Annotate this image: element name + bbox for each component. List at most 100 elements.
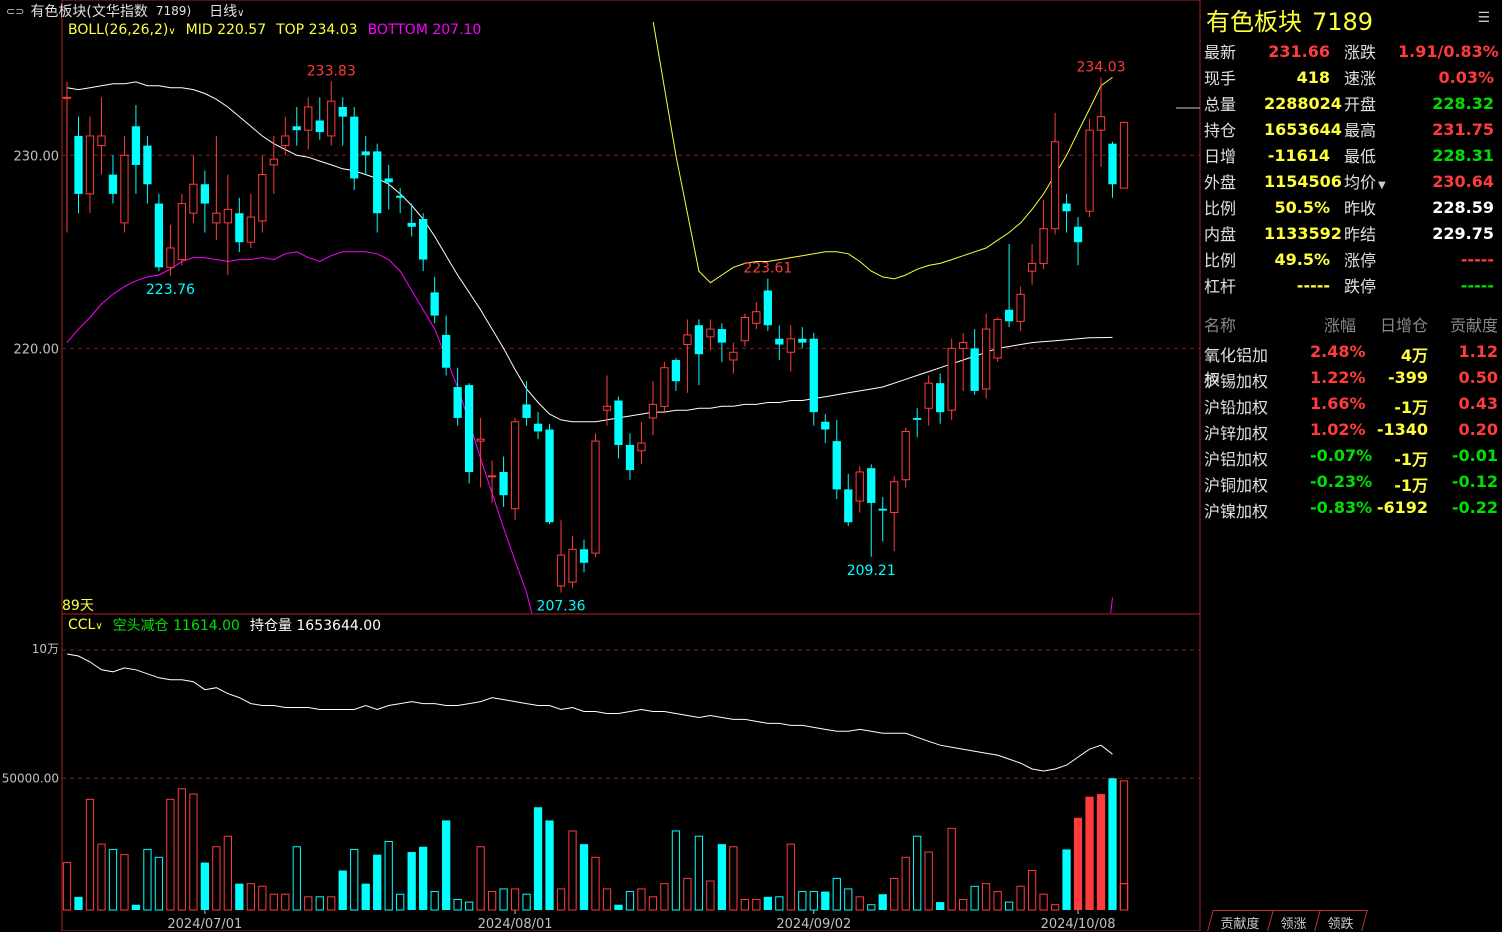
contrib-chg: -0.07% bbox=[1310, 446, 1373, 465]
volume-bar bbox=[120, 854, 129, 911]
contrib-header[interactable]: 涨幅 bbox=[1323, 316, 1356, 335]
candle-body bbox=[361, 151, 370, 156]
quote-value: 229.75 bbox=[1432, 223, 1494, 243]
tab-leading-losers[interactable]: 领跌 bbox=[1314, 910, 1368, 932]
contrib-row[interactable]: 沪锡加权 1.22% -399 0.50 bbox=[1202, 368, 1502, 394]
candle-body bbox=[396, 195, 405, 198]
candle-body bbox=[878, 508, 887, 511]
contrib-row[interactable]: 沪铜加权 -0.23% -1万 -0.12 bbox=[1202, 472, 1502, 498]
indicator-name[interactable]: BOLL(26,26,2)∨ bbox=[68, 22, 176, 38]
contrib-row[interactable]: 沪镍加权 -0.83% -6192 -0.22 bbox=[1202, 498, 1502, 524]
candle-body bbox=[246, 216, 255, 243]
volume-bar bbox=[637, 888, 646, 911]
quote-row: 均价 ▼ 230.64 bbox=[1344, 168, 1494, 194]
volume-bar bbox=[1027, 869, 1037, 911]
volume-bar bbox=[212, 846, 221, 911]
contrib-oi: -1万 bbox=[1394, 476, 1428, 495]
contrib-header[interactable]: 名称 bbox=[1204, 316, 1237, 335]
volume-bar bbox=[775, 896, 784, 911]
quote-value: 228.32 bbox=[1432, 93, 1494, 113]
contrib-chg: 2.48% bbox=[1310, 342, 1366, 361]
quote-row: 涨跌 1.91/0.83% bbox=[1344, 38, 1499, 64]
contrib-header[interactable]: 日增仓 bbox=[1379, 316, 1428, 335]
x-tick-label: 2024/09/02 bbox=[776, 917, 851, 931]
volume-bar bbox=[131, 904, 141, 910]
menu-icon[interactable]: ☰ bbox=[1477, 10, 1490, 26]
volume-bar bbox=[464, 901, 474, 911]
volume-bar bbox=[786, 843, 795, 911]
candle-body bbox=[487, 475, 497, 478]
volume-bar bbox=[281, 893, 290, 911]
volume-bar bbox=[499, 888, 508, 911]
candle-body bbox=[729, 351, 738, 361]
chart-header: ⊂⊃ 有色板块(文华指数 7189) 日线∨ bbox=[0, 0, 244, 22]
instrument-title: 有色板块(文华指数 bbox=[30, 4, 148, 20]
quote-value: 0.03% bbox=[1438, 67, 1494, 87]
volume-bar bbox=[901, 856, 910, 911]
candle-body bbox=[545, 429, 554, 523]
contrib-chg: 1.66% bbox=[1310, 394, 1366, 413]
quote-value: ----- bbox=[1296, 275, 1330, 295]
candle-body bbox=[832, 441, 841, 490]
contrib-name: 氧化铝加权 bbox=[1204, 346, 1269, 389]
period-selector[interactable]: 日线∨ bbox=[209, 4, 245, 20]
volume-bar bbox=[809, 891, 818, 911]
quote-value: 230.64 bbox=[1432, 171, 1494, 191]
candle-body bbox=[510, 421, 520, 510]
contrib-row[interactable]: 沪铝加权 -0.07% -1万 -0.01 bbox=[1202, 446, 1502, 472]
panel-tabs: 贡献度 领涨 领跌 bbox=[1207, 910, 1368, 932]
contrib-row[interactable]: 氧化铝加权 2.48% 4万 1.12 bbox=[1202, 342, 1502, 389]
quote-label: 日增 bbox=[1204, 147, 1237, 166]
contrib-name: 沪锡加权 bbox=[1204, 372, 1269, 391]
contrib-row[interactable]: 沪锌加权 1.02% -1340 0.20 bbox=[1202, 420, 1502, 446]
volume-bar bbox=[384, 841, 393, 911]
candle-body bbox=[120, 154, 129, 224]
caret-down-icon[interactable]: ▼ bbox=[1378, 180, 1386, 191]
volume-bar bbox=[200, 862, 210, 910]
contrib-chg: 1.22% bbox=[1310, 368, 1366, 387]
candle-body bbox=[315, 120, 324, 133]
chevron-down-icon: ∨ bbox=[168, 26, 176, 37]
volume-bar bbox=[602, 888, 612, 911]
candle-body bbox=[602, 405, 612, 411]
volume-bar bbox=[959, 898, 968, 911]
candle-body bbox=[959, 342, 968, 349]
tab-contribution[interactable]: 贡献度 bbox=[1207, 910, 1274, 932]
volume-bar bbox=[729, 846, 738, 911]
quote-label: 涨停 bbox=[1344, 251, 1377, 270]
volume-bar bbox=[890, 877, 899, 911]
link-icon[interactable]: ⊂⊃ bbox=[6, 4, 25, 18]
candle-body bbox=[269, 158, 278, 166]
volume-bar bbox=[407, 852, 416, 910]
candle-body bbox=[304, 106, 313, 131]
quote-label: 比例 bbox=[1204, 199, 1237, 218]
sub-indicator-name[interactable]: CCL∨ bbox=[68, 617, 103, 633]
contrib-header[interactable]: 贡献度 bbox=[1449, 316, 1498, 335]
volume-bar bbox=[327, 896, 336, 911]
volume-bar bbox=[62, 862, 72, 911]
quote-value: -11614 bbox=[1267, 145, 1330, 165]
candle-body bbox=[1016, 293, 1025, 322]
extreme-price-label: 234.03 bbox=[1077, 59, 1126, 75]
candle-body bbox=[1073, 226, 1083, 243]
candle-body bbox=[901, 430, 910, 481]
open-interest-line bbox=[66, 653, 1113, 772]
candle-body bbox=[981, 328, 991, 390]
contrib-row[interactable]: 沪铅加权 1.66% -1万 0.43 bbox=[1202, 394, 1502, 420]
candle-body bbox=[281, 135, 290, 147]
volume-bar bbox=[1119, 883, 1129, 911]
volume-bar bbox=[981, 883, 991, 911]
volume-bar bbox=[1096, 794, 1106, 910]
contrib-contrib: 0.20 bbox=[1458, 420, 1498, 439]
candle-body bbox=[143, 145, 152, 185]
quote-label: 杠杆 bbox=[1204, 277, 1237, 296]
tab-leading-gainers[interactable]: 领涨 bbox=[1267, 910, 1321, 932]
volume-bar bbox=[936, 902, 945, 910]
quote-row: 内盘 1133592 bbox=[1204, 220, 1342, 246]
candle-body bbox=[258, 174, 267, 222]
candle-body bbox=[740, 317, 749, 342]
contrib-oi: -399 bbox=[1387, 368, 1428, 387]
contrib-name: 沪锌加权 bbox=[1204, 424, 1269, 443]
volume-bar bbox=[763, 896, 772, 910]
